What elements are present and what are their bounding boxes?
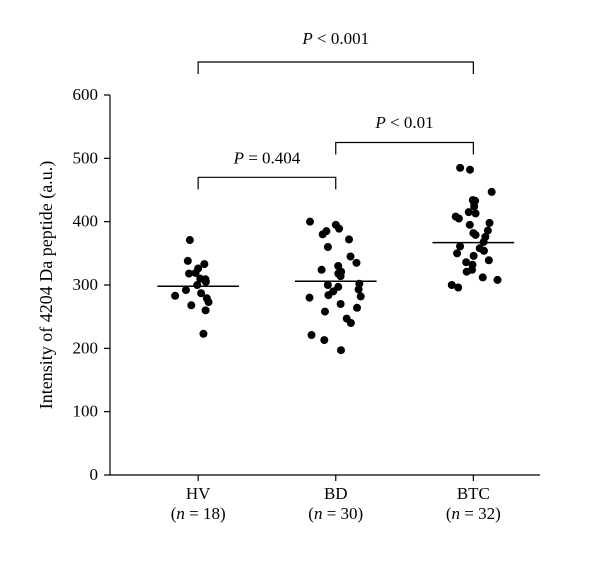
comparison-bracket	[198, 177, 336, 189]
data-point	[187, 301, 195, 309]
data-point	[306, 218, 314, 226]
y-tick-label: 200	[73, 338, 99, 357]
data-point	[184, 257, 192, 265]
data-point	[355, 285, 363, 293]
data-point	[454, 284, 462, 292]
data-point	[345, 235, 353, 243]
data-point	[485, 219, 493, 227]
data-point	[171, 292, 179, 300]
data-point	[199, 330, 207, 338]
data-point	[472, 231, 480, 239]
data-point	[470, 252, 478, 260]
data-point	[455, 215, 463, 223]
data-point	[308, 331, 316, 339]
x-group-n: (n = 30)	[308, 504, 363, 523]
data-point	[480, 247, 488, 255]
data-point	[488, 188, 496, 196]
data-point	[353, 304, 361, 312]
data-point	[324, 281, 332, 289]
data-point	[347, 253, 355, 261]
y-tick-label: 100	[73, 402, 99, 421]
data-point	[324, 243, 332, 251]
comparison-bracket	[336, 143, 474, 155]
data-point	[205, 298, 213, 306]
y-tick-label: 400	[73, 212, 99, 231]
data-point	[186, 236, 194, 244]
data-point	[321, 308, 329, 316]
data-point	[456, 164, 464, 172]
scatter-chart: 0 100 200 300 400 500 600 Intensity of 4204 Da …	[0, 0, 600, 561]
chart-container: 0 100 200 300 400 500 600 Intensity of 4204 Da …	[0, 0, 600, 561]
data-point	[319, 230, 327, 238]
data-point	[182, 286, 190, 294]
data-point	[202, 306, 210, 314]
data-point	[466, 166, 474, 174]
data-point	[465, 208, 473, 216]
p-value-label: P = 0.404	[233, 148, 301, 167]
data-point	[494, 276, 502, 284]
comparison-bracket	[198, 62, 473, 74]
y-tick-label: 0	[90, 465, 99, 484]
data-point	[466, 221, 474, 229]
data-point	[306, 294, 314, 302]
p-value-label: P < 0.001	[301, 29, 369, 48]
data-point	[472, 209, 480, 217]
data-point	[463, 268, 471, 276]
data-point	[320, 336, 328, 344]
data-point	[337, 272, 345, 280]
data-point	[193, 281, 201, 289]
data-point	[456, 242, 464, 250]
data-point	[337, 300, 345, 308]
data-point	[357, 292, 365, 300]
y-tick-label: 600	[73, 85, 99, 104]
p-value-label: P < 0.01	[374, 113, 433, 132]
data-point	[479, 273, 487, 281]
y-axis-label: Intensity of 4204 Da peptide (a.u.)	[36, 161, 57, 409]
y-tick-label: 500	[73, 148, 99, 167]
x-group-n: (n = 32)	[446, 504, 501, 523]
data-point	[337, 346, 345, 354]
data-point	[347, 319, 355, 327]
data-point	[453, 249, 461, 257]
x-group-label: BTC	[457, 484, 490, 503]
data-point	[324, 291, 332, 299]
data-point	[318, 266, 326, 274]
x-group-n: (n = 18)	[171, 504, 226, 523]
data-point	[485, 256, 493, 264]
x-group-label: BD	[324, 484, 348, 503]
x-group-label: HV	[186, 484, 211, 503]
data-point	[352, 259, 360, 267]
y-tick-label: 300	[73, 275, 99, 294]
data-point	[335, 225, 343, 233]
data-point	[202, 278, 210, 286]
